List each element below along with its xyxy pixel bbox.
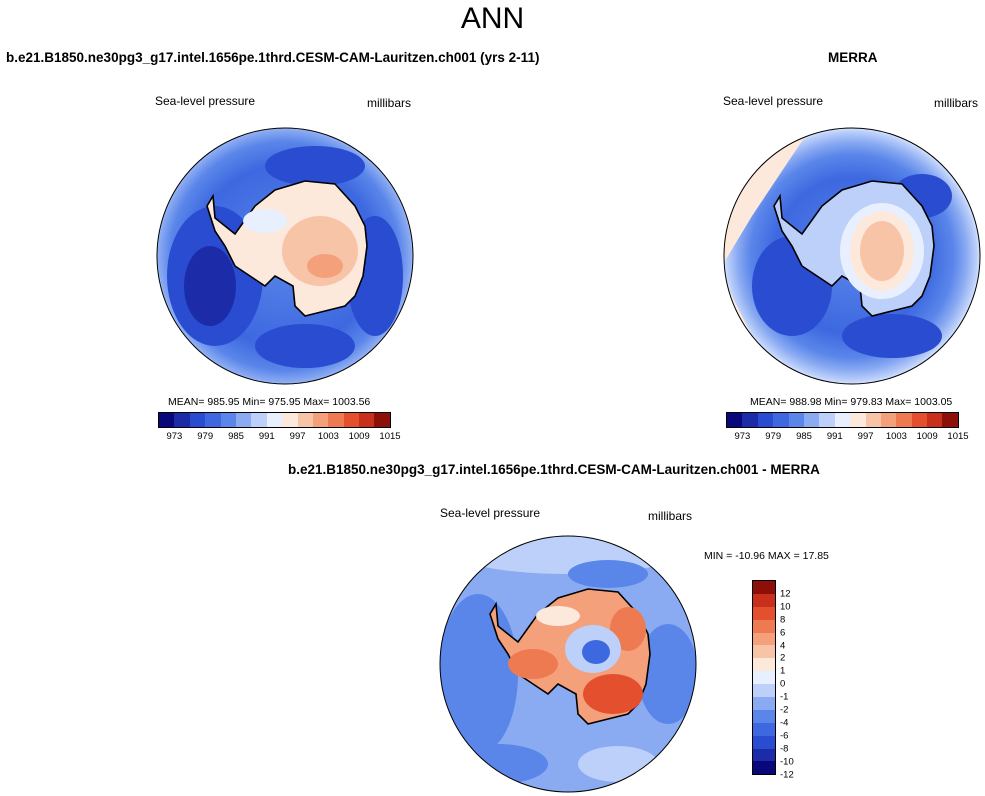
model-stats: MEAN= 985.95 Min= 975.95 Max= 1003.56 <box>168 396 371 408</box>
colorbar-swatch <box>297 413 313 427</box>
colorbar-swatch <box>911 413 928 427</box>
colorbar-swatch <box>927 413 943 427</box>
colorbar-swatch <box>753 684 775 698</box>
diff-field-label: Sea-level pressure <box>440 506 541 520</box>
colorbar-swatch <box>159 413 175 427</box>
colorbar-swatch <box>359 413 375 427</box>
model-field-label: Sea-level pressure <box>155 94 256 108</box>
colorbar-swatch <box>753 748 775 762</box>
colorbar-tick-label: 991 <box>826 431 843 442</box>
model-panel-title: b.e21.B1850.ne30pg3_g17.intel.1656pe.1th… <box>6 50 540 65</box>
diff-panel-title: b.e21.B1850.ne30pg3_g17.intel.1656pe.1th… <box>288 462 820 477</box>
colorbar-swatch <box>220 413 236 427</box>
colorbar-swatch <box>753 619 775 633</box>
colorbar-swatch <box>374 413 390 427</box>
obs-colorbar <box>726 412 959 428</box>
colorbar-swatch <box>788 413 804 427</box>
colorbar-swatch <box>753 606 775 620</box>
colorbar-swatch <box>235 413 252 427</box>
obs-stats: MEAN= 988.98 Min= 979.83 Max= 1003.05 <box>750 396 953 408</box>
colorbar-swatch <box>312 413 329 427</box>
colorbar-tick-label: 0 <box>780 678 786 690</box>
colorbar-tick-label: 973 <box>166 431 183 442</box>
colorbar-swatch <box>742 413 758 427</box>
colorbar-tick-label: 985 <box>228 431 244 442</box>
colorbar-swatch <box>850 413 866 427</box>
colorbar-swatch <box>343 413 360 427</box>
colorbar-tick-label: -6 <box>780 730 789 742</box>
colorbar-tick-label: -1 <box>780 691 789 703</box>
colorbar-tick-label: 6 <box>780 627 786 639</box>
colorbar-tick-label: -2 <box>780 704 789 716</box>
colorbar-swatch <box>753 581 775 594</box>
colorbar-swatch <box>266 413 283 427</box>
diff-units-label: millibars <box>648 509 693 523</box>
colorbar-swatch <box>757 413 774 427</box>
colorbar-swatch <box>753 761 775 775</box>
colorbar-tick-label: 979 <box>765 431 782 442</box>
colorbar-swatch <box>753 697 775 710</box>
colorbar-tick-label: 4 <box>780 640 786 651</box>
colorbar-tick-label: 2 <box>780 652 786 664</box>
colorbar-swatch <box>328 413 344 427</box>
colorbar-swatch <box>865 413 881 427</box>
colorbar-tick-label: 1003 <box>317 431 339 442</box>
model-polar-map <box>156 127 414 385</box>
colorbar-tick-label: 979 <box>197 431 214 442</box>
colorbar-tick-label: 985 <box>796 431 812 442</box>
colorbar-swatch <box>753 671 775 685</box>
model-units-label: millibars <box>367 96 412 110</box>
colorbar-swatch <box>174 413 190 427</box>
colorbar-tick-label: -8 <box>780 743 789 755</box>
diff-stats: MIN = -10.96 MAX = 17.85 <box>704 550 829 562</box>
colorbar-swatch <box>819 413 835 427</box>
colorbar-swatch <box>773 413 789 427</box>
colorbar-tick-label: 1009 <box>916 431 938 442</box>
colorbar-tick-label: 12 <box>780 588 791 600</box>
obs-field-label: Sea-level pressure <box>723 94 824 108</box>
colorbar-swatch <box>727 413 743 427</box>
figure-title: ANN <box>460 2 525 35</box>
colorbar-swatch <box>942 413 958 427</box>
colorbar-swatch <box>753 593 775 607</box>
colorbar-swatch <box>753 735 775 749</box>
colorbar-swatch <box>251 413 267 427</box>
colorbar-swatch <box>753 645 775 659</box>
colorbar-swatch <box>880 413 897 427</box>
model-colorbar-ticks: 973 979 985 991 997 1003 1009 1015 <box>158 431 400 443</box>
obs-panel-title: MERRA <box>828 50 878 65</box>
obs-units-label: millibars <box>934 96 979 110</box>
colorbar-tick-label: -4 <box>780 717 789 729</box>
colorbar-tick-label: 8 <box>780 614 786 626</box>
colorbar-tick-label: -12 <box>780 769 794 780</box>
colorbar-tick-label: 1015 <box>379 431 401 442</box>
colorbar-tick-label: 1 <box>780 665 786 677</box>
colorbar-swatch <box>896 413 912 427</box>
colorbar-tick-label: 991 <box>258 431 275 442</box>
colorbar-swatch <box>753 722 775 736</box>
colorbar-tick-label: 1003 <box>885 431 907 442</box>
colorbar-swatch <box>753 658 775 672</box>
diff-polar-map <box>439 535 697 793</box>
diff-colorbar-ticks: 12 10 8 6 4 2 1 0 -1 -2 -4 -6 -8 -10 -12 <box>780 580 810 780</box>
colorbar-tick-label: 973 <box>734 431 751 442</box>
obs-colorbar-ticks: 973 979 985 991 997 1003 1009 1015 <box>726 431 968 443</box>
colorbar-swatch <box>803 413 820 427</box>
colorbar-tick-label: -10 <box>780 756 794 768</box>
colorbar-swatch <box>753 709 775 723</box>
colorbar-swatch <box>189 413 206 427</box>
colorbar-tick-label: 1015 <box>947 431 969 442</box>
colorbar-swatch <box>205 413 221 427</box>
obs-polar-map <box>723 127 981 385</box>
colorbar-tick-label: 1009 <box>348 431 370 442</box>
colorbar-tick-label: 997 <box>289 431 306 442</box>
colorbar-swatch <box>753 632 775 646</box>
colorbar-tick-label: 10 <box>780 601 791 613</box>
colorbar-swatch <box>282 413 298 427</box>
diff-colorbar <box>752 580 776 776</box>
colorbar-tick-label: 997 <box>857 431 874 442</box>
colorbar-swatch <box>834 413 851 427</box>
model-colorbar <box>158 412 391 428</box>
